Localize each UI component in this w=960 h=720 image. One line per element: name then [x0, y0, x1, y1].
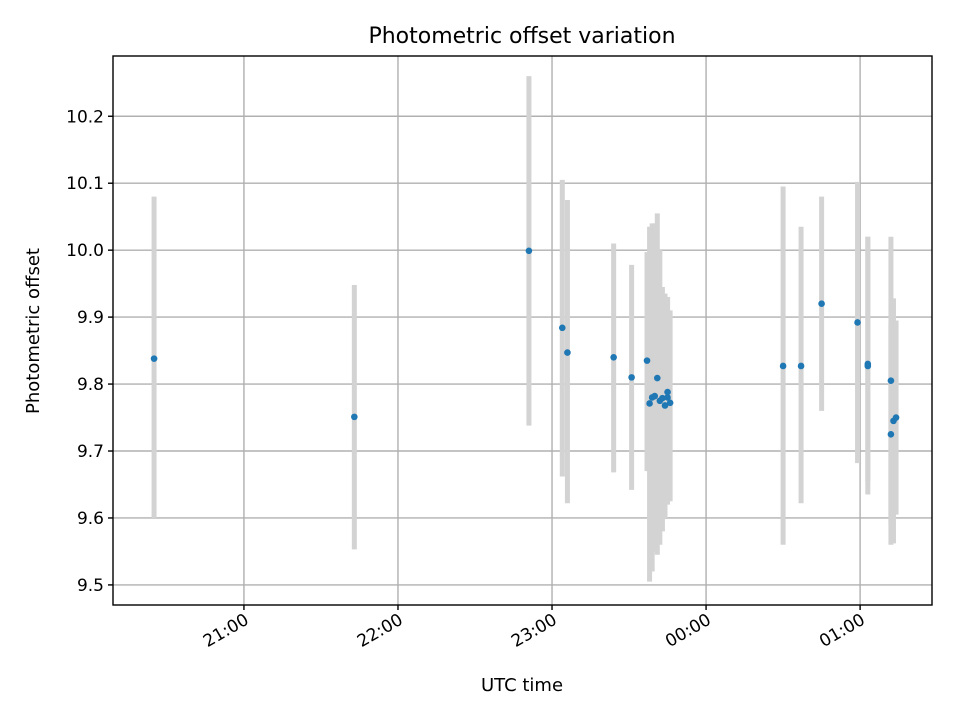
x-tick-label: 00:00 [662, 610, 714, 652]
data-point [653, 374, 661, 382]
data-point [150, 355, 158, 362]
x-axis-label: UTC time [481, 675, 563, 696]
data-point [351, 413, 358, 421]
data-point [610, 353, 617, 361]
data-point [664, 394, 671, 401]
data-point [564, 349, 571, 356]
x-tick-label: 21:00 [200, 610, 252, 652]
data-point [659, 394, 666, 402]
data-point [887, 430, 895, 438]
y-tick-label: 10.2 [66, 107, 104, 127]
data-point [661, 402, 669, 409]
data-point [854, 319, 861, 326]
x-tick-label: 23:00 [508, 610, 560, 652]
data-point [664, 388, 671, 396]
data-point [525, 247, 533, 255]
y-tick-label: 10.0 [66, 241, 104, 261]
data-point [892, 414, 900, 421]
y-tick-label: 9.9 [77, 308, 104, 328]
y-tick-label: 10.1 [66, 174, 104, 194]
y-tick-label: 9.7 [77, 442, 104, 462]
plot-frame [112, 55, 933, 606]
data-point [887, 377, 895, 385]
error-bars [151, 76, 899, 582]
data-point [779, 362, 787, 370]
data-point [646, 400, 653, 407]
x-axis-ticks: 21:00 22:00 23:00 00:00 01:00 [200, 605, 869, 652]
x-tick-label: 01:00 [816, 610, 868, 652]
y-axis-ticks: 9.5 9.6 9.7 9.8 9.9 10.0 10.1 10.2 [66, 107, 113, 596]
y-tick-label: 9.6 [77, 509, 104, 529]
data-point [666, 399, 674, 407]
y-axis-label: Photometric offset [23, 248, 44, 414]
data-point [651, 392, 659, 400]
chart-title: Photometric offset variation [368, 24, 675, 49]
y-tick-label: 9.5 [77, 576, 104, 596]
data-point [643, 357, 651, 364]
data-point [818, 300, 825, 308]
grid [113, 56, 932, 605]
data-point [797, 362, 805, 370]
data-points [150, 247, 900, 438]
x-tick-label: 22:00 [354, 610, 406, 652]
data-point [628, 374, 635, 381]
data-point [558, 324, 566, 332]
data-point [864, 362, 872, 370]
y-tick-label: 9.8 [77, 375, 104, 395]
